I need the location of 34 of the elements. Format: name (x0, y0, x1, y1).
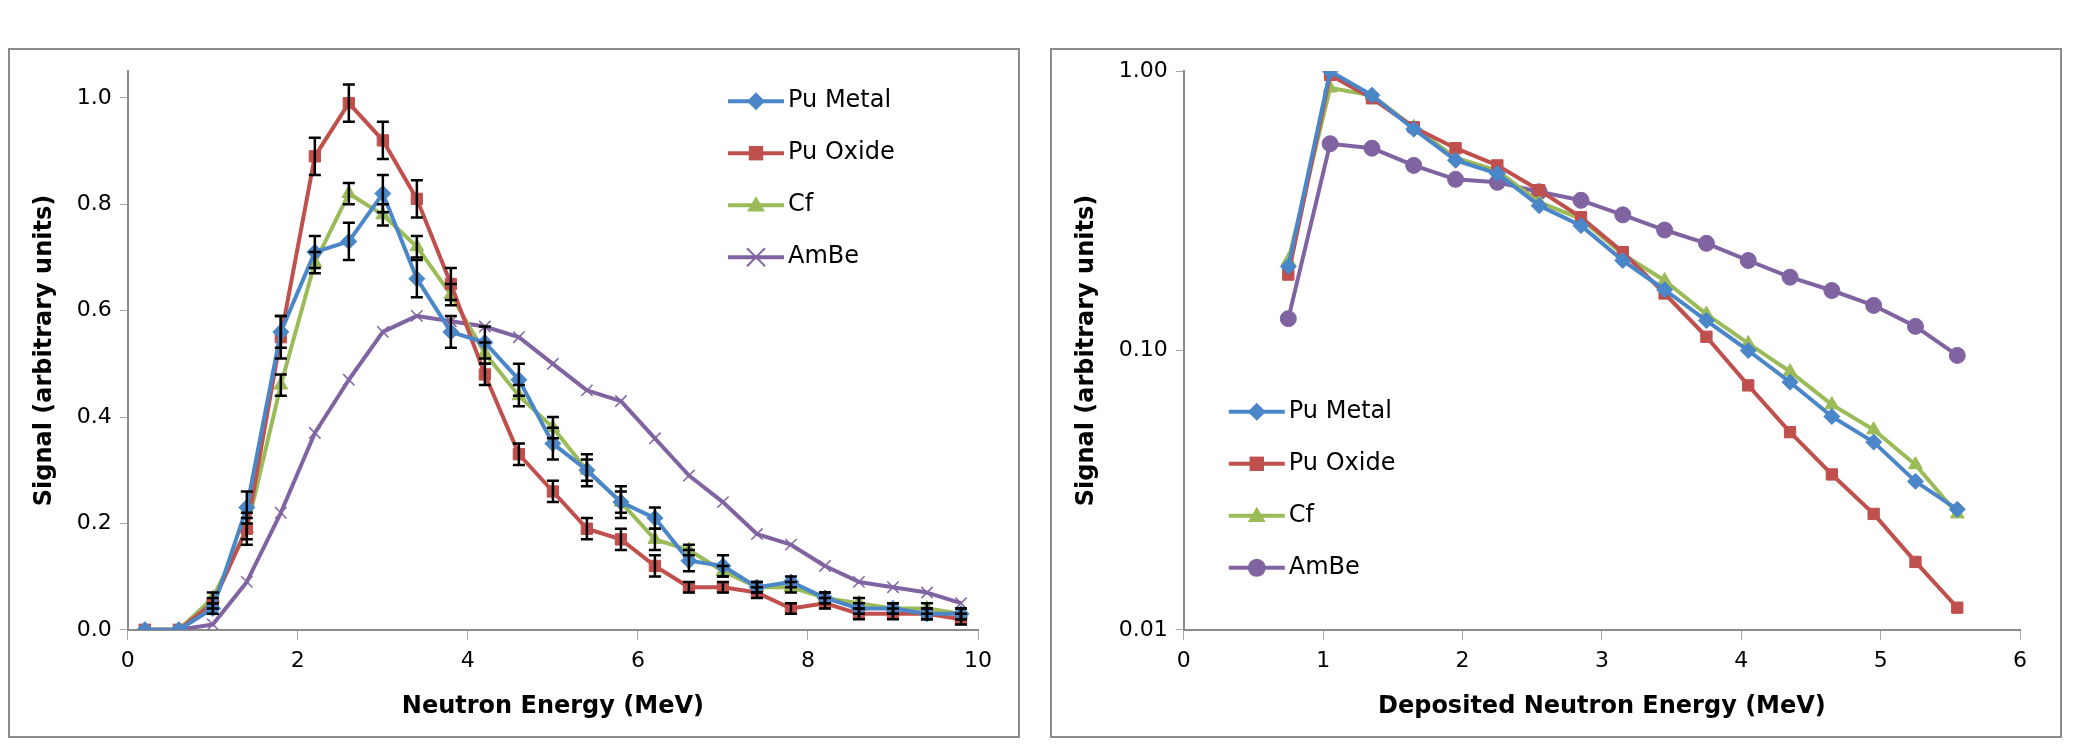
y-tick-label: 1.00 (1118, 56, 1168, 82)
x-tick-label: 0 (120, 646, 135, 672)
x-tick-label: 10 (964, 646, 992, 672)
x-tick-label: 6 (2013, 646, 2027, 672)
legend-label: Pu Oxide (1288, 448, 1396, 477)
y-axis-title: Signal (arbitrary units) (1070, 194, 1099, 507)
y-tick-label: 0.01 (1118, 615, 1168, 641)
y-tick-label: 0.10 (1118, 336, 1168, 362)
x-tick-label: 2 (1455, 646, 1470, 672)
x-tick-label: 1 (1316, 646, 1331, 672)
y-tick-label: 0.6 (76, 296, 112, 322)
x-tick-label: 5 (1873, 646, 1888, 672)
y-tick-label: 0.2 (76, 509, 112, 535)
x-tick-label: 8 (800, 646, 815, 672)
legend-label: Cf (1288, 500, 1315, 529)
y-tick-label: 0.8 (76, 189, 112, 215)
y-axis-title: Signal (arbitrary units) (28, 194, 57, 507)
y-tick-label: 1.0 (76, 83, 112, 109)
legend-label: Pu Oxide (788, 137, 895, 166)
legend-label: AmBe (788, 241, 860, 270)
y-tick-label: 0.4 (76, 402, 112, 428)
x-tick-label: 2 (290, 646, 305, 672)
legend-label: AmBe (1288, 552, 1360, 581)
x-tick-label: 0 (1176, 646, 1191, 672)
x-tick-label: 6 (630, 646, 645, 672)
legend-label: Cf (788, 189, 814, 218)
x-tick-label: 3 (1594, 646, 1609, 672)
x-tick-label: 4 (1734, 646, 1749, 672)
legend-label: Pu Metal (788, 85, 892, 114)
x-axis-title: Neutron Energy (MeV) (401, 690, 704, 719)
y-tick-label: 0.0 (76, 615, 112, 641)
x-tick-label: 4 (460, 646, 475, 672)
legend-label: Pu Metal (1288, 396, 1392, 425)
x-axis-title: Deposited Neutron Energy (MeV) (1377, 690, 1826, 719)
